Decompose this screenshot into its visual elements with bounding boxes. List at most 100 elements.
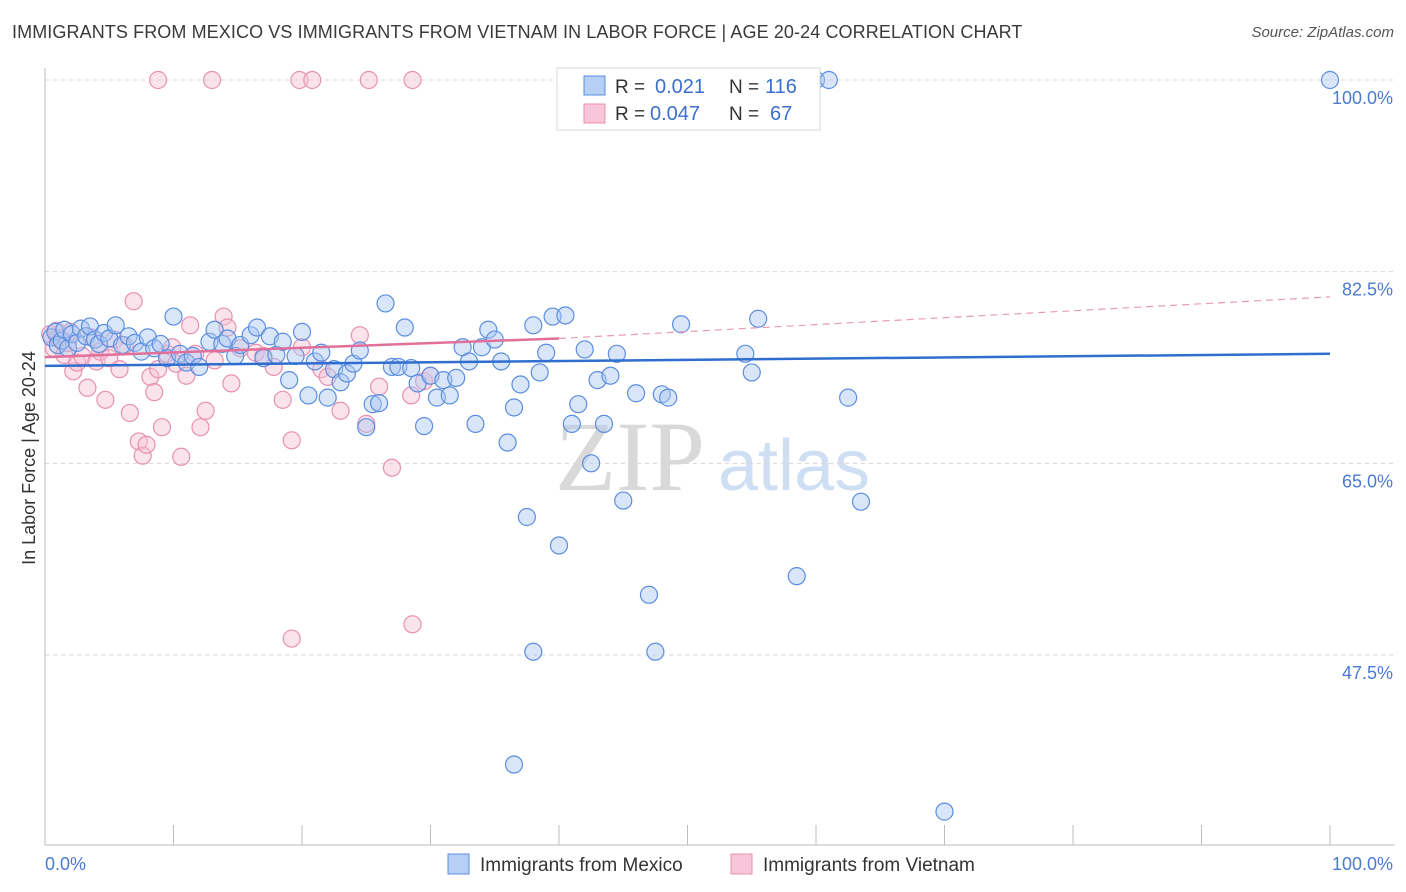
point-mexico-66 [440,386,459,405]
bottom-legend-swatch-mexico[interactable] [447,853,470,875]
point-vietnam-63 [282,629,301,648]
point-vietnam-26 [152,418,172,437]
point-vietnam-49 [331,401,350,420]
point-mexico-43 [292,322,312,342]
point-vietnam-59 [290,70,309,90]
point-mexico-95 [639,585,659,604]
point-mexico-91 [601,366,620,385]
point-vietnam-24 [145,383,164,402]
point-mexico-67 [447,368,466,388]
point-mexico-75 [498,433,517,452]
point-mexico-60 [402,358,421,378]
point-vietnam-23 [141,367,160,386]
point-mexico-107 [787,567,806,586]
point-vietnam-18 [120,403,139,423]
point-mexico-36 [247,318,267,337]
point-mexico-80 [530,363,549,382]
point-mexico-62 [414,416,434,436]
point-mexico-115 [1320,70,1340,90]
y-tick-label-3: 47.5% [1342,663,1393,683]
point-mexico-106 [749,309,768,328]
point-mexico-79 [524,316,543,335]
point-mexico-93 [614,491,633,510]
bottom-legend-label-mexico[interactable]: Immigrants from Mexico [480,855,683,876]
y-tick-label-1: 82.5% [1342,280,1393,300]
point-mexico-59 [395,318,414,337]
point-mexico-6 [62,324,82,344]
stats-legend: R = 0.021 N = 116 R = 0.047 N = 67 [556,67,821,131]
legend-n-label-mexico: N = [729,77,759,98]
point-mexico-56 [376,294,395,313]
point-mexico-105 [742,363,761,382]
y-tick-label-2: 65.0% [1342,471,1393,491]
legend-n-label-vietnam: N = [729,104,759,125]
y-axis-title: In Labor Force | Age 20-24 [19,351,39,565]
legend-r-value-mexico: 0.021 [655,76,705,98]
point-mexico-94 [626,384,646,403]
point-mexico-81 [537,343,556,362]
y-tick-label-0: 100.0% [1332,88,1393,108]
point-mexico-47 [318,388,337,407]
point-vietnam-13 [96,390,115,409]
point-vietnam-64 [403,615,422,634]
point-vietnam-36 [205,351,224,370]
point-mexico-12 [89,334,109,354]
point-mexico-84 [556,306,575,325]
legend-r-label-vietnam: R = [615,104,645,125]
source-credit[interactable]: Source: ZipAtlas.com [1251,24,1394,41]
bottom-legend-label-vietnam[interactable]: Immigrants from Vietnam [763,855,975,876]
point-mexico-7 [68,333,87,352]
point-mexico-88 [582,454,601,473]
point-mexico-72 [479,320,498,339]
point-vietnam-32 [181,316,200,335]
point-vietnam-31 [177,366,196,385]
point-mexico-83 [549,536,569,555]
watermark-atlas: atlas [718,426,870,506]
point-vietnam-44 [273,390,292,409]
point-mexico-92 [607,344,626,363]
point-vietnam-52 [370,377,389,396]
point-vietnam-35 [196,401,215,420]
trend-line-mexico [44,352,1331,368]
point-mexico-85 [562,414,581,434]
chart-title: IMMIGRANTS FROM MEXICO VS IMMIGRANTS FRO… [12,22,1023,42]
point-mexico-111 [851,492,871,511]
point-mexico-82 [543,307,562,326]
point-mexico-40 [273,332,292,351]
point-vietnam-16 [110,360,129,379]
point-mexico-112 [524,642,543,661]
tick-labels: 100.0% 82.5% 65.0% 47.5% 0.0% 100.0% [45,88,1393,874]
watermark-zip: ZIP [555,401,705,512]
point-vietnam-22 [137,435,156,454]
point-vietnam-58 [202,70,222,90]
x-tick-label-left: 0.0% [45,854,86,874]
legend-n-value-vietnam: 67 [770,103,792,125]
point-mexico-70 [466,414,485,434]
bottom-legend-swatch-vietnam[interactable] [730,853,753,875]
point-mexico-114 [935,802,954,821]
point-mexico-42 [286,346,305,366]
trend-lines [44,296,1331,368]
point-mexico-41 [280,370,299,390]
point-mexico-76 [504,398,524,417]
trend-line-vietnam [44,337,560,359]
point-mexico-50 [337,364,357,383]
point-mexico-78 [517,507,536,527]
point-mexico-54 [363,395,382,414]
point-vietnam-21 [133,446,152,465]
point-mexico-28 [190,357,209,377]
point-mexico-87 [575,340,594,359]
legend-swatch-mexico [583,75,606,96]
gridlines [45,79,1395,656]
point-vietnam-39 [222,374,241,393]
point-vietnam-60 [303,70,322,90]
point-vietnam-6 [64,362,83,381]
point-mexico-30 [205,320,224,339]
point-vietnam-37 [214,307,233,326]
legend-r-value-vietnam: 0.047 [650,103,700,125]
point-mexico-99 [671,315,691,334]
point-mexico-31 [213,334,232,354]
point-vietnam-57 [148,70,168,90]
point-mexico-77 [511,375,530,394]
